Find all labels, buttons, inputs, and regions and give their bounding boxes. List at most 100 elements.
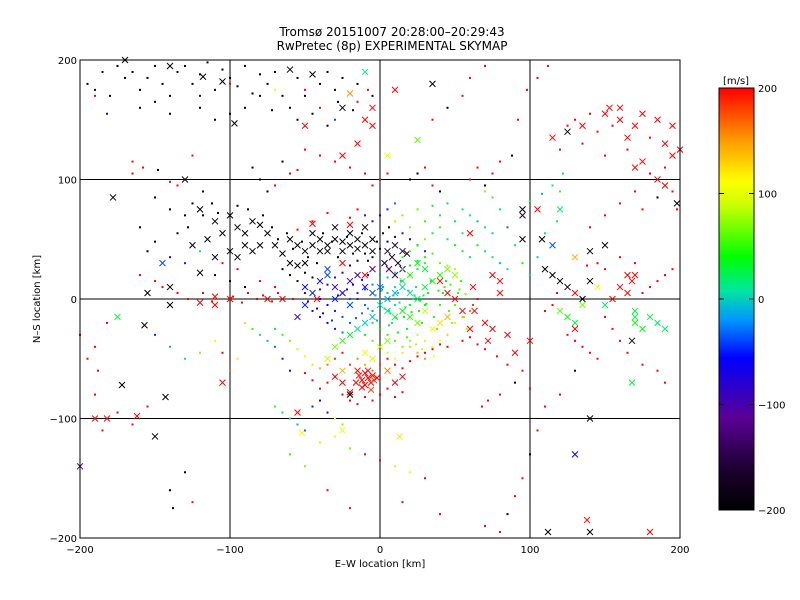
dot-point <box>424 477 426 480</box>
x-marker-point <box>354 245 361 253</box>
x-marker-point <box>286 235 294 243</box>
x-marker-stroke <box>384 295 391 303</box>
x-marker-stroke <box>654 319 661 327</box>
dot-point <box>379 178 381 181</box>
x-marker-point <box>309 241 316 249</box>
x-marker-stroke <box>601 301 609 309</box>
x-marker-point <box>211 217 219 225</box>
x-marker-stroke <box>544 528 552 536</box>
x-marker-stroke <box>369 355 376 363</box>
x-marker-point <box>391 241 399 249</box>
dot-point <box>458 288 461 291</box>
x-marker-stroke <box>301 301 309 309</box>
x-marker-stroke <box>631 271 639 279</box>
x-marker-point <box>444 265 451 273</box>
dot-point <box>394 357 396 360</box>
dot-point <box>397 331 399 334</box>
dot-point <box>394 363 396 366</box>
x-marker-point <box>609 295 616 303</box>
x-marker-stroke <box>606 104 613 112</box>
dot-point <box>641 292 644 295</box>
x-marker-point <box>628 337 636 345</box>
dot-point <box>536 256 539 259</box>
x-marker-stroke <box>211 293 219 300</box>
dot-point <box>559 148 561 151</box>
x-marker-point <box>399 373 406 381</box>
x-marker-stroke <box>541 265 549 273</box>
x-marker-stroke <box>673 200 681 207</box>
x-marker-stroke <box>414 259 421 267</box>
x-marker-point <box>301 122 309 130</box>
dot-point <box>289 339 291 342</box>
x-marker-point <box>639 325 646 333</box>
dot-point <box>331 240 333 243</box>
dot-point <box>413 294 416 297</box>
x-marker-stroke <box>451 271 459 279</box>
dot-point <box>229 76 231 79</box>
x-marker-stroke <box>256 221 264 229</box>
dot-point <box>589 112 591 115</box>
dot-point <box>334 160 336 163</box>
dot-point <box>415 286 417 289</box>
dot-point <box>454 244 456 247</box>
x-marker-stroke <box>361 349 369 357</box>
dot-point <box>334 435 336 438</box>
dot-point <box>229 369 231 372</box>
dot-point <box>416 208 419 211</box>
dot-point <box>334 327 336 330</box>
x-tick-label: −200 <box>66 545 93 556</box>
dot-point <box>371 309 374 312</box>
dot-point <box>277 292 279 295</box>
dot-point <box>484 525 486 528</box>
x-marker-point <box>669 122 676 130</box>
dot-point <box>424 351 426 354</box>
dot-point <box>289 417 291 420</box>
dot-point <box>547 64 549 67</box>
x-marker-stroke <box>352 379 360 387</box>
dot-point <box>401 256 404 259</box>
x-marker-point <box>316 247 324 255</box>
x-marker-point <box>241 241 249 249</box>
dot-point <box>671 190 674 193</box>
dot-point <box>259 73 261 76</box>
dot-point <box>236 85 239 88</box>
dot-point <box>439 226 441 229</box>
dot-point <box>469 214 471 217</box>
x-marker-stroke <box>519 206 526 213</box>
x-marker-stroke <box>384 307 391 315</box>
x-marker-stroke <box>196 299 204 306</box>
x-marker-point <box>646 313 654 321</box>
dot-point <box>574 369 576 372</box>
x-marker-point <box>384 367 391 375</box>
colorbar-tick-label: 200 <box>758 84 777 95</box>
x-marker-point <box>346 331 354 339</box>
x-marker-stroke <box>549 271 556 279</box>
x-tick-label: 100 <box>520 545 539 556</box>
x-marker-point <box>654 116 661 124</box>
x-marker-point <box>661 140 669 148</box>
dot-point <box>649 136 651 139</box>
dot-point <box>106 112 108 115</box>
x-marker-point <box>211 301 219 309</box>
dot-point <box>266 339 269 342</box>
dot-point <box>416 355 419 358</box>
dot-point <box>376 240 378 243</box>
x-marker-point <box>459 307 466 315</box>
x-marker-stroke <box>564 283 571 291</box>
dot-point <box>326 211 329 214</box>
x-marker-stroke <box>624 134 631 142</box>
dot-point <box>277 238 279 241</box>
dot-point <box>361 232 363 235</box>
dot-point <box>388 309 390 312</box>
x-marker-point <box>631 271 639 279</box>
x-marker-stroke <box>324 271 331 279</box>
dot-point <box>319 106 321 109</box>
x-marker-point <box>436 319 444 327</box>
dot-point <box>499 393 501 396</box>
x-marker-point <box>399 283 406 291</box>
dot-point <box>326 124 329 127</box>
dot-point <box>401 232 404 235</box>
x-marker-stroke <box>616 104 624 112</box>
x-marker-point <box>301 259 309 267</box>
dot-point <box>424 238 426 241</box>
